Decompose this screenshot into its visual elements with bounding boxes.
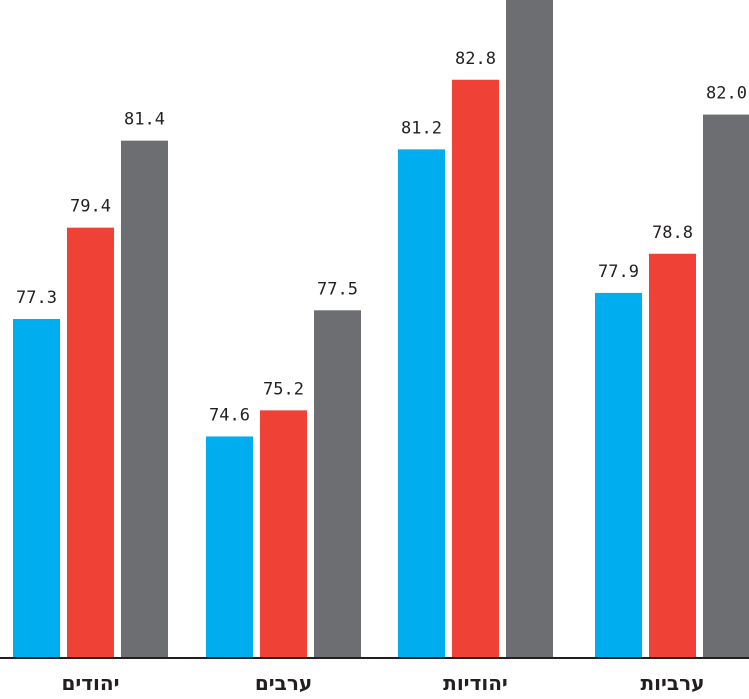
value-labels-layer: 77.379.481.474.675.277.581.282.885.077.9…	[16, 49, 747, 426]
bar-4-series-3	[703, 114, 749, 658]
value-label-4-series-2: 78.8	[652, 223, 693, 243]
bar-1-series-3	[121, 140, 168, 657]
category-label-4: ערביות	[641, 671, 705, 695]
value-label-4-series-3: 82.0	[706, 84, 747, 104]
value-label-3-series-2: 82.8	[455, 49, 496, 69]
category-labels-layer: יהודים ערבים יהודיות ערביות	[61, 671, 704, 695]
value-label-2-series-1: 74.6	[209, 405, 250, 425]
value-label-1-series-1: 77.3	[16, 288, 57, 308]
value-label-3-series-1: 81.2	[401, 118, 442, 138]
bar-4-series-2	[649, 253, 696, 657]
bar-4-series-1	[595, 292, 642, 657]
category-label-2: ערבים	[255, 671, 312, 695]
bar-2-series-1	[206, 436, 253, 657]
bar-1-series-1	[13, 319, 60, 657]
bar-3-series-3	[506, 0, 553, 658]
value-label-1-series-2: 79.4	[70, 197, 111, 217]
value-label-1-series-3: 81.4	[124, 110, 165, 130]
category-label-1: יהודים	[61, 671, 119, 695]
category-label-3: יהודיות	[443, 671, 508, 695]
bar-3-series-1	[398, 149, 445, 657]
bar-1-series-2	[67, 227, 114, 657]
bars-layer	[13, 0, 749, 658]
bar-2-series-2	[260, 410, 307, 657]
bar-3-series-2	[452, 79, 499, 657]
value-label-2-series-3: 77.5	[317, 279, 358, 299]
bar-2-series-3	[314, 310, 361, 657]
value-label-4-series-1: 77.9	[598, 262, 639, 282]
value-label-2-series-2: 75.2	[263, 379, 304, 399]
